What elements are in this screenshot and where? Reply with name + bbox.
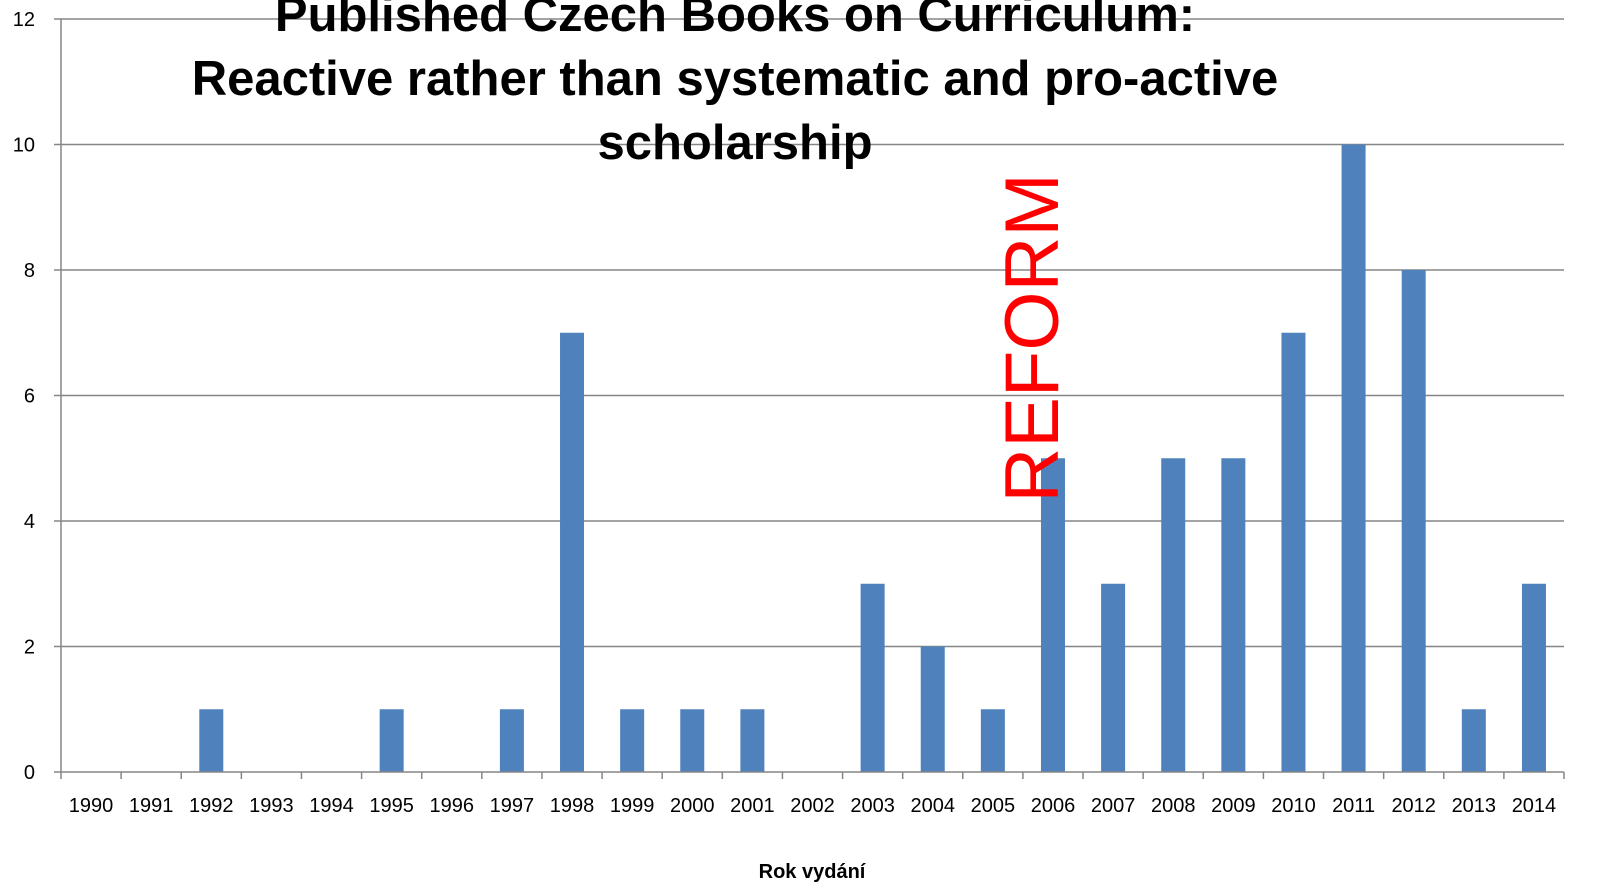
gridlines (61, 18, 1564, 648)
y-tick-label: 0 (24, 762, 35, 784)
x-tick-label: 2012 (1391, 795, 1436, 817)
bar-2003 (860, 583, 885, 772)
x-tick-label: 1990 (69, 795, 114, 817)
bar-2001 (740, 709, 765, 772)
x-tick-label: 2000 (670, 795, 715, 817)
x-tick-label: 2001 (730, 795, 775, 817)
y-tick-label: 8 (24, 260, 35, 282)
bar-2008 (1161, 458, 1186, 772)
x-tick-label: 2014 (1512, 795, 1557, 817)
y-tick-labels: 0 2 4 6 8 10 12 (13, 9, 35, 784)
bar-1995 (379, 709, 404, 772)
x-tick-label: 1994 (309, 795, 354, 817)
x-tick-label: 2013 (1452, 795, 1497, 817)
x-tick-label: 2003 (850, 795, 895, 817)
x-tick-label: 1998 (550, 795, 595, 817)
bar-2004 (920, 646, 945, 772)
bar-2010 (1281, 332, 1306, 772)
y-tick-label: 12 (13, 9, 35, 31)
title-line-2: Reactive rather than systematic and pro-… (191, 52, 1279, 106)
x-tick-label: 1993 (249, 795, 294, 817)
bar-1992 (199, 709, 224, 772)
title-line-3: scholarship (597, 116, 873, 170)
y-tick-label: 2 (24, 637, 35, 659)
bar-2012 (1401, 270, 1426, 772)
bar-1998 (560, 332, 585, 772)
x-axis-title: Rok vydání (759, 861, 867, 883)
y-tick-label: 10 (13, 135, 35, 157)
title-line-1: Published Czech Books on Curriculum: (274, 0, 1196, 42)
bar-2009 (1221, 458, 1246, 772)
bars (199, 144, 1546, 772)
bar-2000 (680, 709, 705, 772)
bar-1999 (620, 709, 645, 772)
axes (54, 18, 1565, 779)
x-tick-label: 1996 (430, 795, 475, 817)
x-tick-label: 2009 (1211, 795, 1256, 817)
bar-1997 (499, 709, 524, 772)
x-tick-labels: 1990 1991 1992 1993 1994 1995 1996 1997 1998 1999… (69, 795, 1556, 817)
x-tick-label: 2007 (1091, 795, 1136, 817)
x-tick-label: 1999 (610, 795, 655, 817)
reform-annotation: REFORM (990, 173, 1075, 502)
bar-2014 (1521, 583, 1546, 772)
x-tick-label: 1997 (490, 795, 535, 817)
x-tick-label: 1992 (189, 795, 234, 817)
x-tick-label: 2005 (971, 795, 1016, 817)
bar-2013 (1461, 709, 1486, 772)
x-tick-label: 2006 (1031, 795, 1076, 817)
chart-title: Published Czech Books on Curriculum: Rea… (60, 0, 1410, 175)
x-tick-label: 1995 (369, 795, 414, 817)
bar-2011 (1341, 144, 1366, 772)
x-tick-label: 2002 (790, 795, 835, 817)
x-tick-label: 1991 (129, 795, 174, 817)
y-tick-label: 6 (24, 386, 35, 408)
x-tick-label: 2010 (1271, 795, 1316, 817)
bar-2006 (1040, 458, 1065, 772)
x-tick-label: 2011 (1332, 795, 1375, 817)
bar-2007 (1101, 583, 1126, 772)
x-tick-label: 2004 (910, 795, 955, 817)
y-tick-label: 4 (24, 511, 35, 533)
x-tick-label: 2008 (1151, 795, 1196, 817)
bar-2005 (980, 709, 1005, 772)
